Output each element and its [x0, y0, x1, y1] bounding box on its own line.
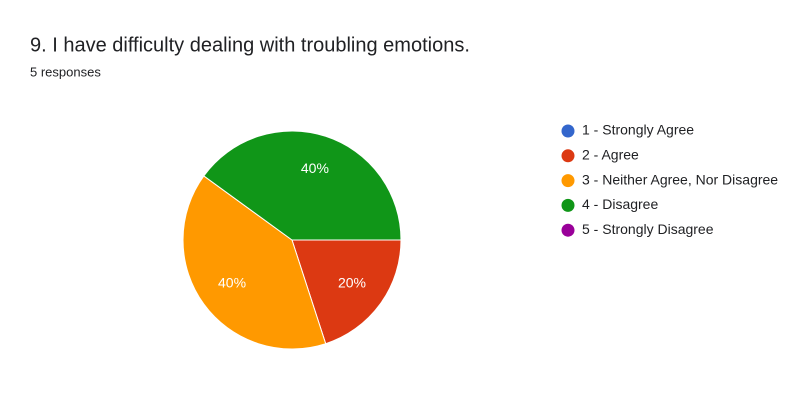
legend-label: 3 - Neither Agree, Nor Disagree [582, 171, 778, 187]
pie-slice [182, 175, 327, 350]
legend-marker [561, 198, 575, 212]
legend-label: 5 - Strongly Disagree [582, 221, 714, 237]
pie-slice [291, 239, 402, 345]
chart-title: 9. I have difficulty dealing with troubl… [30, 34, 470, 56]
legend-marker [561, 174, 575, 188]
slice-label: 20% [338, 274, 366, 290]
legend-marker [561, 223, 575, 237]
slice-label: 40% [218, 274, 246, 290]
legend-label: 2 - Agree [582, 147, 639, 163]
legend-marker [561, 124, 575, 138]
pie-slice [203, 130, 402, 241]
legend-label: 4 - Disagree [582, 196, 658, 212]
slice-label: 40% [301, 160, 329, 176]
legend-label: 1 - Strongly Agree [582, 122, 694, 138]
chart-subtitle: 5 responses [30, 64, 101, 79]
legend-marker [561, 149, 575, 163]
